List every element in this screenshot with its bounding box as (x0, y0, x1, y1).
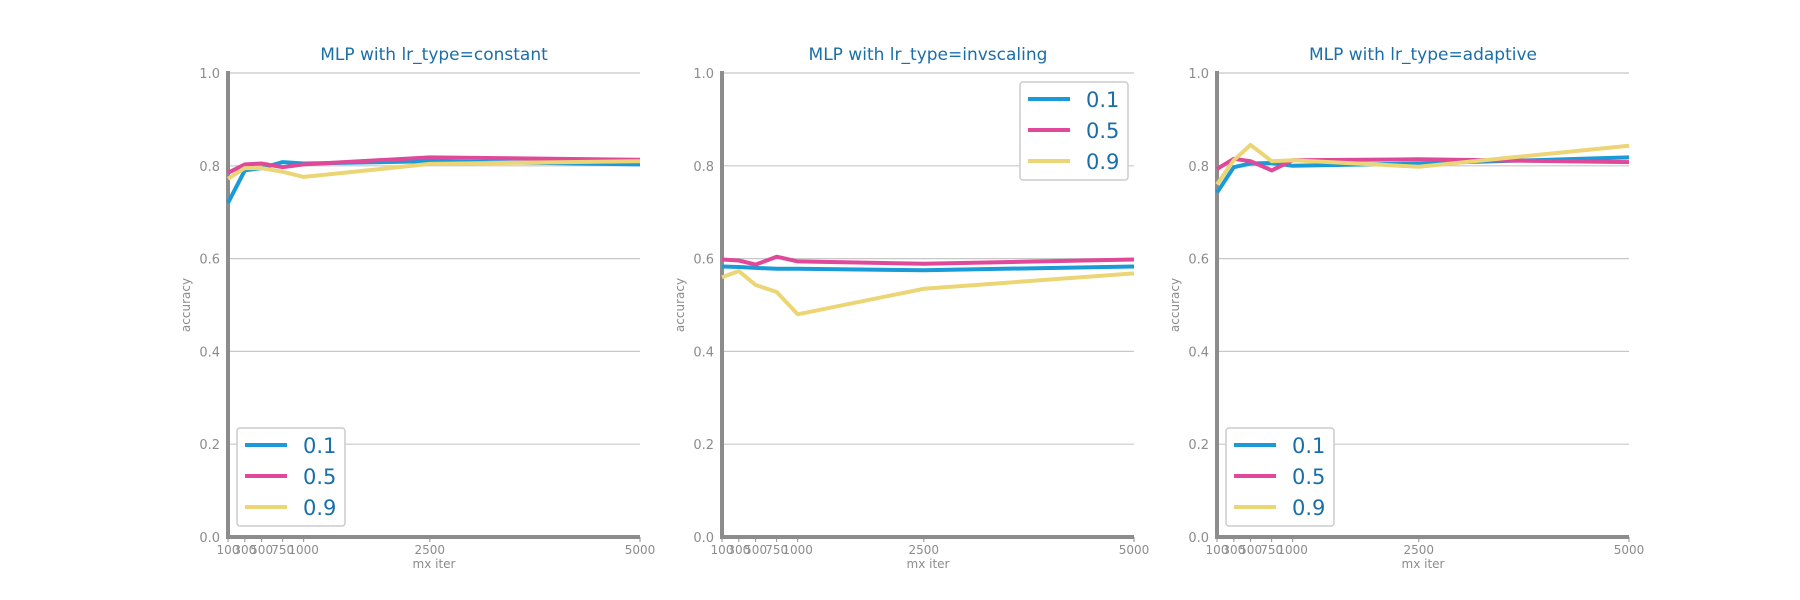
legend-label: 0.1 (1292, 434, 1325, 458)
x-tick-label: 5000 (625, 543, 656, 557)
y-axis-label: accuracy (1168, 278, 1182, 332)
chart-panel-1: MLP with lr_type=constant 0.0 0.2 0.4 0.6 0.8… (179, 45, 655, 571)
x-tick-label: 1000 (288, 543, 319, 557)
x-tick-label: 100 (217, 543, 240, 557)
chart-panel-3: MLP with lr_type=adaptive 0.0 0.2 0.4 0.6 0.8… (1168, 45, 1644, 571)
x-tick-label: 5000 (1119, 543, 1150, 557)
y-tick-label: 0.0 (693, 531, 714, 546)
y-tick-label: 0.6 (1188, 253, 1209, 268)
y-tick-label: 0.4 (693, 345, 714, 360)
y-tick-label: 0.8 (1188, 160, 1209, 175)
series-line-0.9 (721, 269, 1135, 317)
x-tick-label: 100 (711, 543, 734, 557)
legend: 0.1 0.5 0.9 (236, 427, 346, 527)
x-axis-label: mx iter (1402, 557, 1445, 571)
y-tick-label: 1.0 (693, 67, 714, 82)
series-line-0.5 (227, 155, 641, 175)
x-tick-label: 2500 (909, 543, 940, 557)
legend-label: 0.9 (303, 496, 336, 520)
y-axis-label: accuracy (179, 278, 193, 332)
y-tick-label: 0.4 (1188, 345, 1209, 360)
y-tick-label: 1.0 (199, 67, 220, 82)
legend-box (1225, 427, 1335, 527)
y-tick-label: 1.0 (1188, 67, 1209, 82)
x-tick-label: 5000 (1614, 543, 1645, 557)
y-tick-label: 0.8 (693, 160, 714, 175)
series-line-0.5 (721, 254, 1135, 267)
legend-label: 0.9 (1086, 150, 1119, 174)
x-tick-label: 300 (1222, 543, 1245, 557)
chart-title: MLP with lr_type=adaptive (1309, 45, 1537, 65)
legend-box (236, 427, 346, 527)
y-axis-label: accuracy (673, 278, 687, 332)
x-tick-label: 500 (1239, 543, 1262, 557)
y-tick-label: 0.6 (693, 253, 714, 268)
y-tick-label: 0.4 (199, 345, 220, 360)
legend-label: 0.5 (1292, 465, 1325, 489)
legend-label: 0.5 (1086, 119, 1119, 143)
chart-panel-2: MLP with lr_type=invscaling 0.0 0.2 0.4 0.6 0… (673, 45, 1149, 571)
series-line-0.9 (1215, 142, 1630, 186)
legend-label: 0.9 (1292, 496, 1325, 520)
y-tick-label: 0.0 (199, 531, 220, 546)
chart-title: MLP with lr_type=invscaling (809, 45, 1048, 65)
y-tick-label: 0.2 (199, 438, 220, 453)
legend-label: 0.1 (303, 434, 336, 458)
x-tick-label: 750 (1260, 543, 1283, 557)
legend-label: 0.5 (303, 465, 336, 489)
x-tick-label: 500 (250, 543, 273, 557)
legend: 0.1 0.5 0.9 (1225, 427, 1335, 527)
legend-label: 0.1 (1086, 88, 1119, 112)
x-tick-label: 2500 (1404, 543, 1435, 557)
y-tick-label: 0.2 (1188, 438, 1209, 453)
legend: 0.1 0.5 0.9 (1019, 81, 1129, 181)
legend-box (1019, 81, 1129, 181)
x-tick-label: 100 (1206, 543, 1229, 557)
x-tick-label: 1000 (782, 543, 813, 557)
y-tick-label: 0.0 (1188, 531, 1209, 546)
x-tick-label: 300 (727, 543, 750, 557)
x-tick-label: 500 (744, 543, 767, 557)
series-line-0.1 (721, 264, 1135, 273)
x-tick-label: 1000 (1277, 543, 1308, 557)
x-axis-label: mx iter (907, 557, 950, 571)
y-tick-label: 0.2 (693, 438, 714, 453)
chart-title: MLP with lr_type=constant (320, 45, 548, 65)
y-tick-label: 0.8 (199, 160, 220, 175)
x-axis-label: mx iter (413, 557, 456, 571)
x-tick-label: 2500 (415, 543, 446, 557)
x-tick-label: 750 (765, 543, 788, 557)
series-line-0.9 (226, 159, 641, 181)
x-tick-label: 300 (233, 543, 256, 557)
x-tick-label: 750 (271, 543, 294, 557)
y-tick-label: 0.6 (199, 253, 220, 268)
